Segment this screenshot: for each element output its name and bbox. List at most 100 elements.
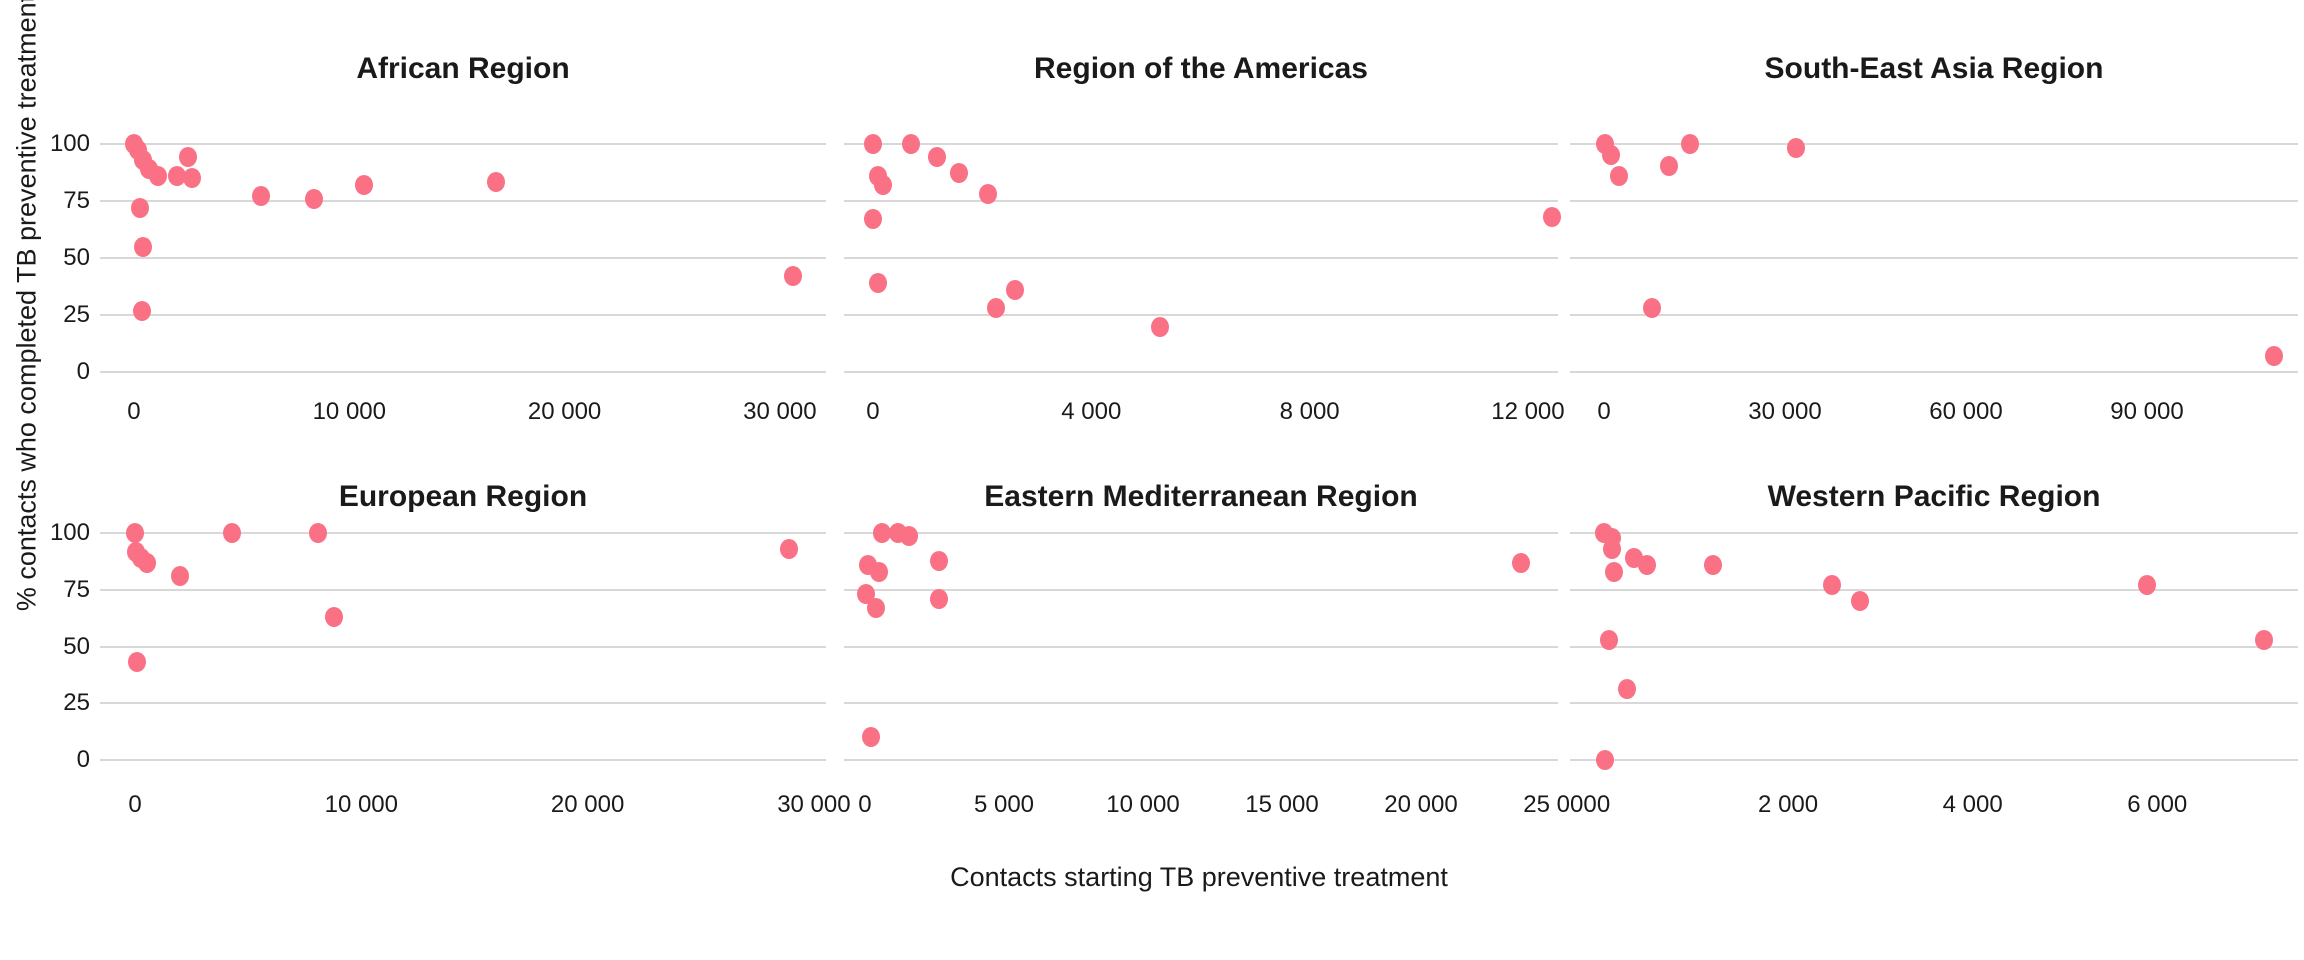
panel-european-region — [100, 521, 826, 772]
gridline-y-25 — [1570, 702, 2298, 705]
data-point — [183, 167, 202, 188]
data-point — [486, 172, 505, 193]
data-point — [148, 165, 167, 186]
panel-african-region — [100, 131, 826, 385]
x-tick-label: 0 — [858, 791, 872, 818]
gridline-y-50 — [100, 257, 826, 259]
x-tick-label: 0 — [866, 398, 880, 425]
data-point — [1610, 165, 1629, 186]
y-tick-label: 25 — [63, 301, 90, 329]
y-tick-label: 0 — [76, 745, 90, 773]
data-point — [900, 525, 919, 546]
data-point — [927, 147, 946, 168]
data-point — [168, 165, 187, 186]
gridline-y-100 — [844, 142, 1558, 145]
gridline-y-100 — [1570, 532, 2298, 535]
x-tick-label: 20 000 — [527, 398, 602, 425]
x-tick-label: 30 000 — [743, 398, 817, 425]
data-point — [929, 550, 948, 571]
data-point — [325, 607, 344, 628]
data-point — [867, 598, 886, 619]
data-point — [783, 266, 802, 287]
panel-eastern-mediterranean-region — [844, 521, 1558, 772]
x-tick-label: 8 000 — [1279, 398, 1340, 425]
data-point — [1600, 629, 1619, 650]
data-point — [1602, 539, 1621, 560]
gridline-y-50 — [1570, 257, 2298, 259]
y-tick-label: 100 — [49, 129, 90, 157]
gridline-y-25 — [844, 314, 1558, 317]
data-point — [1617, 679, 1636, 700]
data-point — [978, 183, 997, 204]
data-point — [1823, 575, 1842, 596]
gridline-y-0 — [1570, 758, 2298, 761]
gridline-y-25 — [100, 702, 826, 705]
panel-south-east-asia-region — [1570, 131, 2298, 385]
gridline-y-100 — [844, 532, 1558, 535]
data-point — [171, 566, 190, 587]
gridline-y-50 — [1570, 645, 2298, 648]
data-point — [1851, 591, 1870, 612]
gridline-y-25 — [844, 702, 1558, 705]
gridline-y-50 — [844, 645, 1558, 648]
data-point — [223, 523, 242, 544]
x-tick-label: 0 — [1596, 791, 1611, 818]
x-tick-label: 4 000 — [1942, 791, 2003, 818]
x-tick-label: 90 000 — [2110, 398, 2184, 425]
x-tick-label: 2 000 — [1758, 791, 1819, 818]
panel-title: African Region — [356, 52, 570, 85]
data-point — [902, 133, 921, 154]
data-point — [304, 188, 323, 209]
data-point — [178, 147, 197, 168]
gridline-y-75 — [844, 199, 1558, 202]
y-tick-label: 50 — [63, 632, 90, 660]
gridline-y-75 — [1570, 588, 2298, 591]
data-point — [355, 174, 374, 195]
gridline-y-0 — [100, 371, 826, 374]
data-point — [1596, 749, 1615, 770]
x-tick-label: 4 000 — [1061, 398, 1122, 425]
x-tick-label: 0 — [128, 791, 142, 818]
gridline-y-0 — [1570, 371, 2298, 374]
gridline-y-25 — [1570, 314, 2298, 317]
data-point — [132, 300, 151, 321]
data-point — [986, 298, 1005, 319]
panel-title: Eastern Mediterranean Region — [984, 480, 1418, 513]
panel-western-pacific-region — [1570, 521, 2298, 772]
data-point — [133, 236, 152, 257]
data-point — [138, 552, 157, 573]
data-point — [1787, 138, 1806, 159]
y-tick-label: 75 — [63, 186, 90, 214]
data-point — [863, 133, 882, 154]
gridline-y-0 — [844, 758, 1558, 761]
data-point — [1704, 555, 1723, 576]
gridline-y-50 — [844, 257, 1558, 259]
data-point — [2138, 575, 2157, 596]
data-point — [861, 726, 880, 747]
data-point — [869, 273, 888, 294]
x-tick-label: 15 000 — [1245, 791, 1319, 818]
panel-title: South-East Asia Region — [1764, 52, 2104, 85]
data-point — [1681, 133, 1700, 154]
x-tick-label: 5 000 — [973, 791, 1035, 818]
gridline-y-0 — [100, 758, 826, 761]
x-tick-label: 30 000 — [1748, 398, 1822, 425]
data-point — [1150, 316, 1169, 337]
data-point — [2255, 629, 2274, 650]
panel-title: Region of the Americas — [1034, 52, 1368, 85]
panel-title: European Region — [338, 480, 588, 513]
x-tick-label: 30 000 — [777, 791, 851, 818]
data-point — [1005, 280, 1024, 301]
panel-title: Western Pacific Region — [1767, 480, 2101, 513]
gridline-y-100 — [100, 142, 826, 145]
data-point — [1659, 156, 1678, 177]
data-point — [1602, 145, 1621, 166]
gridline-y-0 — [844, 371, 1558, 374]
data-point — [126, 523, 144, 544]
x-tick-label: 10 000 — [1106, 791, 1180, 818]
gridline-y-25 — [100, 314, 826, 317]
data-point — [131, 197, 150, 218]
data-point — [252, 186, 271, 207]
y-tick-label: 100 — [49, 519, 90, 547]
